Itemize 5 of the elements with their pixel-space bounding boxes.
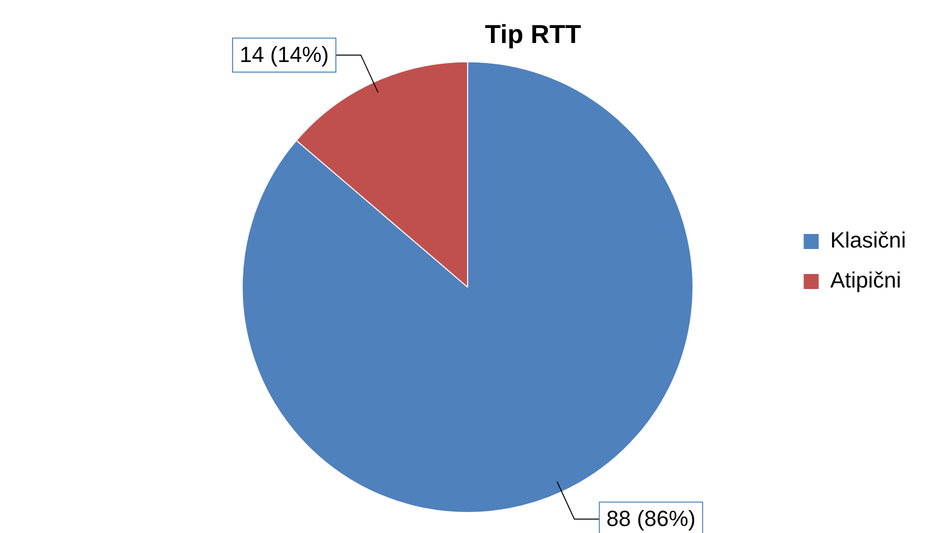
data-label: 14 (14%) — [240, 42, 329, 68]
data-label: 88 (86%) — [606, 506, 696, 532]
legend-label: Atipični — [830, 268, 902, 293]
legend-label: Klasični — [830, 228, 906, 253]
chart-title: Tip RTT — [484, 18, 582, 49]
